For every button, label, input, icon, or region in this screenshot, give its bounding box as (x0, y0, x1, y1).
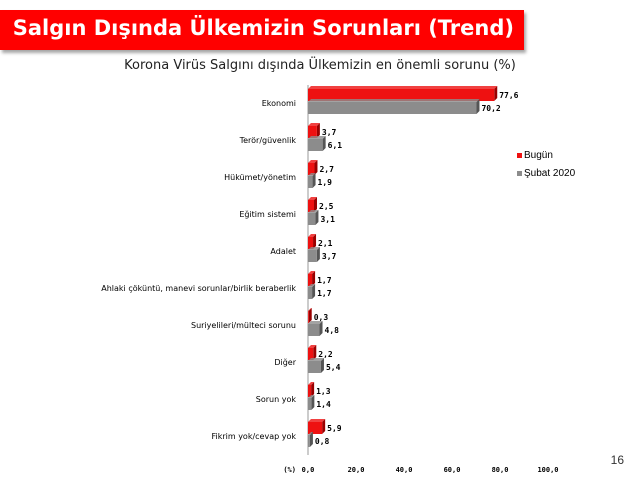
data-label: 77,6 (499, 91, 518, 100)
bar-bugun (308, 308, 312, 323)
data-label: 5,4 (326, 363, 341, 372)
x-tick-label: 20,0 (348, 466, 365, 474)
header-banner: Salgın Dışında Ülkemizin Sorunları (Tren… (0, 10, 524, 50)
data-label: 0,8 (315, 437, 330, 446)
data-label: 4,8 (325, 326, 340, 335)
legend-label-subat: Şubat 2020 (524, 168, 576, 179)
category-label: Eğitim sistemi (239, 210, 296, 219)
category-label: Suriyelileri/mülteci sorunu (191, 321, 296, 330)
data-label: 3,1 (320, 215, 335, 224)
data-label: 1,9 (318, 178, 333, 187)
header-title: Salgın Dışında Ülkemizin Sorunları (Tren… (12, 16, 514, 40)
category-label: Fikrim yok/cevap yok (211, 432, 296, 441)
bar-bugun (308, 382, 315, 397)
category-label: Adalet (270, 247, 296, 256)
category-label: Ahlaki çöküntü, manevi sorunlar/birlik b… (101, 284, 296, 293)
bar-subat-2020 (308, 284, 316, 299)
category-label: Sorun yok (256, 395, 297, 404)
legend-swatch-bugun (517, 153, 522, 158)
category-label: Terör/güvenlik (239, 136, 297, 145)
page-number: 16 (610, 453, 624, 467)
chart-title: Korona Virüs Salgını dışında Ülkemizin e… (124, 58, 516, 73)
bar-bugun (308, 234, 317, 249)
bar-subat-2020 (308, 432, 313, 447)
legend-label-bugun: Bugün (524, 150, 553, 161)
x-tick-label: 40,0 (396, 466, 413, 474)
bar-bugun (308, 160, 318, 175)
bar-subat-2020 (308, 247, 320, 262)
data-label: 3,7 (322, 252, 337, 261)
x-tick-label: 80,0 (492, 466, 509, 474)
data-label: 2,7 (319, 165, 334, 174)
legend-item-subat: Şubat 2020 (517, 168, 575, 179)
bar-bugun (308, 419, 326, 434)
category-label: Ekonomi (262, 99, 296, 108)
x-tick-label: 60,0 (444, 466, 461, 474)
data-label: 1,7 (317, 276, 332, 285)
data-label: 2,5 (319, 202, 334, 211)
x-axis-label: (%) (283, 466, 296, 474)
bar-subat-2020 (308, 99, 480, 114)
category-label: Diğer (274, 358, 296, 367)
data-label: 2,1 (318, 239, 333, 248)
bar-bugun (308, 123, 320, 138)
data-label: 3,7 (322, 128, 337, 137)
data-label: 0,3 (314, 313, 329, 322)
category-label: Hükümet/yönetim (224, 173, 296, 182)
x-tick-label: 0,0 (302, 466, 315, 474)
legend-swatch-subat (517, 171, 522, 176)
data-label: 1,3 (316, 387, 331, 396)
data-label: 1,4 (316, 400, 331, 409)
bar-bugun (308, 345, 317, 360)
data-label: 2,2 (318, 350, 333, 359)
bar-subat-2020 (308, 173, 316, 188)
chart-legend: Bugün Şubat 2020 (517, 150, 575, 186)
data-label: 5,9 (327, 424, 342, 433)
bar-subat-2020 (308, 395, 315, 410)
data-label: 6,1 (328, 141, 343, 150)
bar-subat-2020 (308, 358, 324, 373)
bar-bugun (308, 197, 317, 212)
bar-bugun (308, 86, 498, 101)
bar-subat-2020 (308, 136, 326, 151)
data-label: 70,2 (481, 104, 500, 113)
data-label: 1,7 (317, 289, 332, 298)
x-tick-label: 100,0 (537, 466, 558, 474)
bar-bugun (308, 271, 316, 286)
bar-subat-2020 (308, 321, 323, 336)
bar-subat-2020 (308, 210, 319, 225)
legend-item-bugun: Bugün (517, 150, 575, 161)
